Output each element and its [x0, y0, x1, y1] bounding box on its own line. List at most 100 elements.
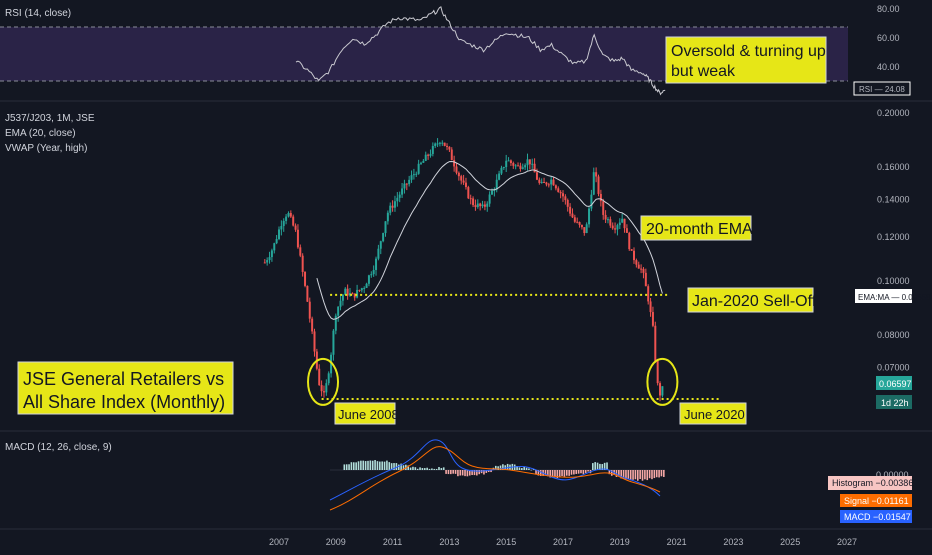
macd-histogram-bar [620, 470, 623, 479]
candle-body [311, 318, 314, 332]
candle-body [505, 160, 508, 168]
candle-body [450, 149, 453, 161]
macd-histogram-bar [379, 461, 381, 470]
macd-histogram-bar [357, 461, 360, 470]
ema-value-badge [855, 289, 912, 303]
candle-body [325, 383, 328, 393]
candle-body [370, 274, 373, 276]
candle-body [351, 293, 354, 295]
june-2020-annotation: June 2020 [679, 402, 747, 425]
macd-histogram-bar [423, 468, 426, 470]
macd-histogram-bar [629, 470, 632, 481]
candle-body [467, 187, 470, 199]
macd-histogram-bar [596, 462, 599, 470]
macd-histogram-bar [466, 470, 469, 477]
candle-body [543, 181, 546, 183]
candle-body [580, 224, 583, 228]
macd-histogram-bar [618, 470, 620, 477]
macd-histogram-bar [506, 463, 509, 470]
june-2008-note: June 2008 [338, 407, 399, 422]
signal-badge [840, 494, 912, 507]
macd-histogram-bar [587, 470, 589, 472]
macd-histogram-bar [655, 470, 658, 478]
candle-body [422, 160, 425, 163]
candle-body [651, 312, 654, 326]
x-tick-label: 2025 [780, 537, 800, 547]
macd-badge [840, 510, 912, 523]
candle-body [569, 206, 572, 214]
macd-histogram-bar [450, 470, 452, 475]
macd-histogram-bar [478, 470, 481, 475]
candle-body [654, 325, 657, 361]
candle-body [585, 224, 588, 234]
candle-body [285, 216, 288, 221]
macd-histogram-bar [660, 470, 663, 477]
vwap-legend: VWAP (Year, high) [5, 143, 87, 154]
macd-histogram-bar [603, 462, 606, 470]
candle-body [474, 205, 477, 208]
macd-histogram-bar [476, 470, 478, 476]
candle-body [441, 142, 444, 144]
macd-histogram-bar [651, 470, 653, 480]
candle-body [571, 213, 574, 218]
candle-body [583, 227, 586, 234]
price-tick-label: 0.10000 [877, 276, 910, 286]
macd-histogram-bar [447, 470, 450, 475]
macd-histogram-bar [480, 470, 483, 474]
macd-line [329, 439, 661, 501]
macd-histogram-bar [547, 470, 549, 477]
macd-histogram-bar [497, 466, 499, 470]
june-2020-note: June 2020 [684, 407, 745, 422]
candle-body [630, 249, 633, 251]
candle-body [282, 220, 285, 226]
candle-body [483, 204, 486, 207]
macd-histogram-bar [471, 470, 473, 476]
ema-legend: EMA (20, close) [5, 128, 76, 139]
candle-body [344, 288, 347, 295]
candle-body [294, 225, 297, 230]
macd-histogram-bar [551, 470, 554, 477]
candle-body [592, 172, 595, 195]
candle-body [535, 172, 538, 180]
candle-body [562, 193, 564, 197]
candle-body [500, 167, 503, 174]
candle-body [353, 293, 356, 298]
candle-body [417, 163, 420, 174]
price-pane: J537/J203, 1M, JSE EMA (20, close) VWAP … [5, 108, 910, 410]
candle-body [455, 166, 458, 173]
macd-pane: MACD (12, 26, close, 9) 0.00000 Histogra… [5, 439, 913, 523]
june-2008-circle [307, 357, 340, 406]
macd-histogram-bar [402, 465, 405, 470]
candle-body [448, 146, 451, 150]
price-tick-label: 0.20000 [877, 108, 910, 118]
macd-histogram-bar [428, 468, 431, 470]
candle-body [308, 301, 311, 319]
candle-body [647, 286, 650, 302]
candle-body [554, 185, 557, 189]
macd-histogram-bar [608, 470, 611, 475]
macd-histogram [343, 460, 665, 481]
candle-body [337, 306, 340, 316]
candle-body [270, 250, 273, 258]
candle-body [531, 163, 534, 165]
x-tick-label: 2015 [496, 537, 516, 547]
price-tick-label: 0.16000 [877, 162, 910, 172]
countdown-label: 1d 22h [881, 398, 909, 408]
candle-body [488, 194, 491, 204]
candle-body [526, 159, 529, 166]
signal-label: Signal −0.01161 [844, 496, 909, 506]
macd-histogram-bar [592, 463, 594, 470]
macd-histogram-bar [556, 470, 559, 479]
candle-body [415, 173, 418, 175]
candle-body [292, 216, 295, 226]
macd-histogram-bar [641, 470, 644, 481]
candle-body [517, 165, 520, 167]
macd-histogram-bar [544, 470, 547, 476]
macd-histogram-bar [582, 470, 585, 474]
macd-histogram-bar [350, 462, 353, 470]
candle-body [540, 181, 543, 183]
candle-body [382, 233, 385, 242]
candle-body [365, 283, 368, 288]
